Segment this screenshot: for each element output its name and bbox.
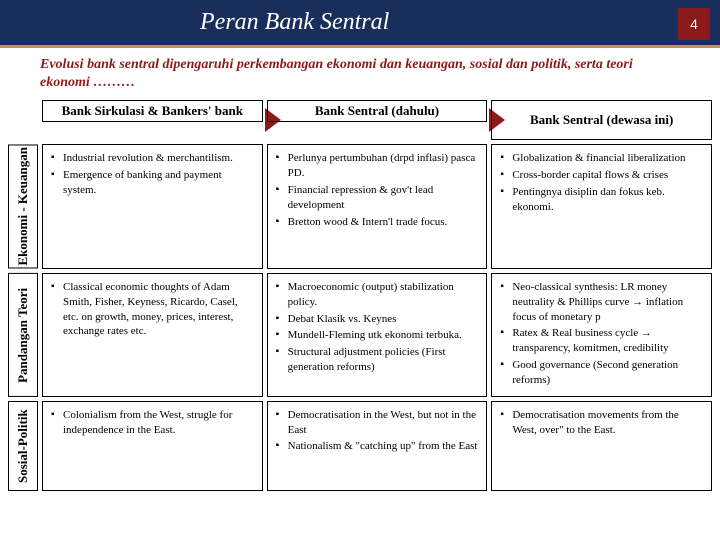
- column-header-2: Bank Sentral (dewasa ini): [491, 100, 712, 140]
- bullet-item: Nationalism & "catching up" from the Eas…: [276, 439, 479, 454]
- cell-r1c1: Macroeconomic (output) stabilization pol…: [267, 273, 488, 397]
- cell-r0c1: Perlunya pertumbuhan (drpd inflasi) pasc…: [267, 144, 488, 268]
- column-header-1: Bank Sentral (dahulu): [267, 100, 488, 122]
- column-header-wrap-0: Bank Sirkulasi & Bankers' bank: [42, 100, 263, 140]
- bullet-item: Democratisation in the West, but not in …: [276, 408, 479, 438]
- bullet-item: Mundell-Fleming utk ekonomi terbuka.: [276, 328, 479, 343]
- cell-r1c0: Classical economic thoughts of Adam Smit…: [42, 273, 263, 397]
- page-number-badge: 4: [678, 8, 710, 40]
- cell-r2c1: Democratisation in the West, but not in …: [267, 401, 488, 491]
- subtitle: Evolusi bank sentral dipengaruhi perkemb…: [0, 48, 720, 100]
- bullet-item: Industrial revolution & merchantilism.: [51, 151, 254, 166]
- bullet-item: Pentingnya disiplin dan fokus keb. ekono…: [500, 185, 703, 215]
- column-header-0: Bank Sirkulasi & Bankers' bank: [42, 100, 263, 122]
- grid-spacer: [8, 100, 38, 140]
- cell-r0c2: Globalization & financial liberalization…: [491, 144, 712, 268]
- cell-r2c0: Colonialism from the West, strugle for i…: [42, 401, 263, 491]
- bullet-item: Ratex & Real business cycle → transparen…: [500, 326, 703, 356]
- bullet-item: Debat Klasik vs. Keynes: [276, 312, 479, 327]
- bullet-item: Good governance (Second generation refor…: [500, 358, 703, 388]
- bullet-item: Financial repression & gov't lead develo…: [276, 183, 479, 213]
- row-header-1: Pandangan Teori: [8, 273, 38, 397]
- bullet-item: Colonialism from the West, strugle for i…: [51, 408, 254, 438]
- row-header-0: Ekonomi - Keuangan: [8, 144, 38, 268]
- page-title: Peran Bank Sentral: [200, 9, 389, 36]
- bullet-item: Perlunya pertumbuhan (drpd inflasi) pasc…: [276, 151, 479, 181]
- bullet-item: Democratisation movements from the West,…: [500, 408, 703, 438]
- matrix-grid: Bank Sirkulasi & Bankers' bank Bank Sent…: [0, 100, 720, 490]
- bullet-item: Emergence of banking and payment system.: [51, 168, 254, 198]
- bullet-item: Bretton wood & Intern'l trade focus.: [276, 215, 479, 230]
- bullet-item: Globalization & financial liberalization: [500, 151, 703, 166]
- column-header-wrap-1: Bank Sentral (dahulu): [267, 100, 488, 140]
- bullet-item: Cross-border capital flows & crises: [500, 168, 703, 183]
- cell-r0c0: Industrial revolution & merchantilism. Em…: [42, 144, 263, 268]
- bullet-item: Classical economic thoughts of Adam Smit…: [51, 280, 254, 339]
- bullet-item: Macroeconomic (output) stabilization pol…: [276, 280, 479, 310]
- row-header-2: Sosial-Politik: [8, 401, 38, 491]
- bullet-item: Structural adjustment policies (First ge…: [276, 345, 479, 375]
- bullet-item: Neo-classical synthesis: LR money neutra…: [500, 280, 703, 325]
- title-bar: Peran Bank Sentral 4: [0, 0, 720, 48]
- cell-r2c2: Democratisation movements from the West,…: [491, 401, 712, 491]
- cell-r1c2: Neo-classical synthesis: LR money neutra…: [491, 273, 712, 397]
